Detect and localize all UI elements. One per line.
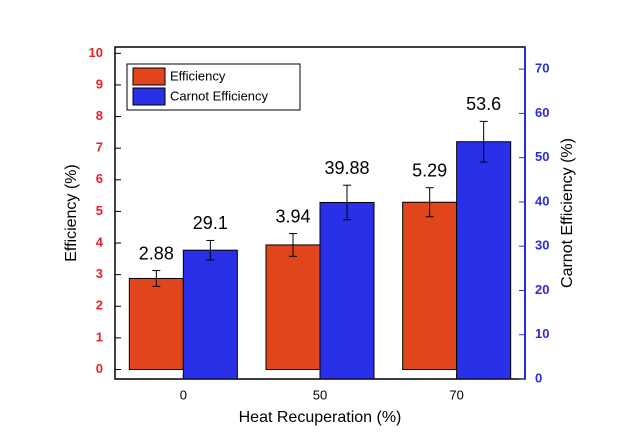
data-label: 3.94 — [275, 206, 310, 226]
y-axis-title: Efficiency (%) — [63, 164, 80, 262]
error-bar — [343, 184, 351, 221]
y-tick-label: 9 — [96, 76, 103, 91]
x-tick-label: 0 — [180, 387, 187, 402]
y-tick-label: 6 — [96, 171, 103, 186]
bar — [128, 277, 184, 371]
data-label: 39.88 — [324, 158, 369, 178]
legend-label: Carnot Efficiency — [170, 88, 269, 103]
y-tick-label: 1 — [96, 329, 103, 344]
y2-tick-label: 70 — [535, 61, 549, 76]
legend-swatch — [132, 67, 166, 86]
y2-tick-label: 0 — [535, 370, 542, 385]
y2-tick-label: 60 — [535, 105, 549, 120]
error-bar — [289, 233, 297, 257]
error-bar — [479, 120, 488, 163]
legend-swatch — [132, 87, 166, 106]
y-tick-label: 8 — [96, 108, 103, 123]
y-tick-label: 7 — [96, 140, 103, 155]
data-label: 5.29 — [412, 160, 447, 180]
y2-tick-label: 50 — [535, 149, 549, 164]
data-label: 53.6 — [466, 94, 501, 114]
y-tick-label: 2 — [96, 298, 103, 313]
y-tick-label: 5 — [96, 203, 103, 218]
data-label: 2.88 — [139, 243, 174, 263]
y2-tick-label: 30 — [535, 238, 549, 253]
error-bar — [152, 270, 161, 287]
bar — [265, 244, 321, 371]
bar — [319, 201, 375, 380]
y2-tick-label: 20 — [535, 282, 549, 297]
bar — [182, 249, 238, 380]
y-tick-label: 0 — [96, 361, 103, 376]
x-tick-label: 50 — [313, 387, 327, 402]
y-tick-label: 3 — [96, 266, 103, 281]
y2-tick-label: 40 — [535, 193, 549, 208]
error-bar — [425, 187, 434, 218]
legend-label: Efficiency — [170, 68, 226, 83]
y2-tick-label: 10 — [535, 326, 549, 341]
error-bar — [206, 239, 215, 261]
x-axis-title: Heat Recuperation (%) — [239, 409, 402, 426]
y-tick-label: 4 — [96, 234, 104, 249]
data-label: 29.1 — [193, 213, 228, 233]
bar — [402, 201, 458, 371]
y-tick-label: 10 — [89, 45, 103, 60]
y2-axis-title: Carnot Efficiency (%) — [559, 138, 576, 288]
bar — [456, 141, 512, 380]
x-tick-label: 70 — [449, 387, 463, 402]
